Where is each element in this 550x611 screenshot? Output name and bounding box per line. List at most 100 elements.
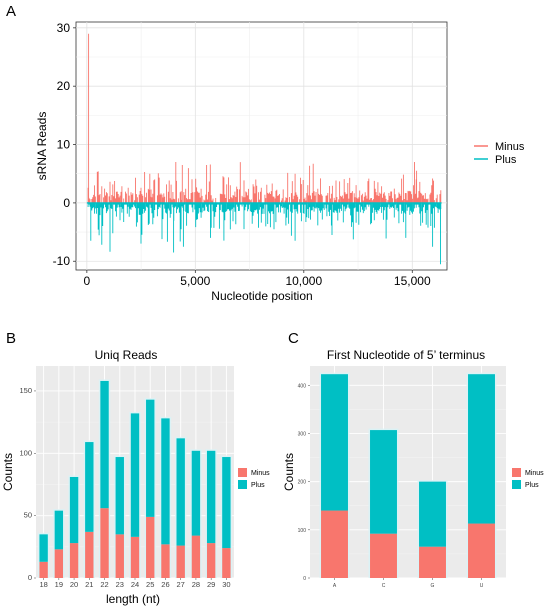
- bar-plus-A: [321, 374, 348, 511]
- legend-b-minus-label: Minus: [251, 470, 270, 477]
- tick-x-label: U: [480, 583, 484, 589]
- panel-c-plot: First Nucleotide of 5’ terminus 0 100 200 3…: [282, 348, 544, 589]
- legend-b-minus-key: [238, 468, 247, 477]
- bar-minus-20: [69, 543, 79, 578]
- tick-x-label: 28: [192, 580, 200, 589]
- panel-c-legend: Minus Plus: [512, 468, 544, 489]
- bar-plus-22: [100, 380, 109, 509]
- tick-a-y-label: -10: [53, 254, 71, 268]
- bar-minus-U: [468, 523, 495, 578]
- tick-x-label: 27: [177, 580, 185, 589]
- tick-x-label: 26: [161, 580, 169, 589]
- tick-y-label: 200: [298, 480, 307, 486]
- tick-a-y-label: 20: [57, 79, 71, 93]
- panel-c-ylabel: Counts: [282, 453, 296, 491]
- bar-minus-28: [191, 535, 201, 578]
- tick-y-label: 50: [24, 511, 32, 520]
- bar-plus-C: [370, 430, 397, 534]
- series-a-plus: [87, 202, 442, 265]
- bar-plus-25: [146, 399, 155, 517]
- legend-c-plus-key: [512, 480, 521, 489]
- panel-c-title: First Nucleotide of 5’ terminus: [327, 348, 485, 362]
- legend-b-plus-key: [238, 480, 247, 489]
- panel-b-ticks: 0 50 100 150 18 19 20 21 22 23 24 25 26 27 28 29 30: [19, 386, 230, 589]
- panel-a-frame: [75, 21, 448, 271]
- bar-minus-26: [161, 544, 170, 578]
- legend-c-plus-label: Plus: [525, 482, 539, 489]
- panel-c-bars: [319, 372, 497, 578]
- bar-minus-C: [370, 533, 397, 578]
- bar-plus-26: [161, 418, 170, 545]
- panel-b-bars: [37, 379, 233, 578]
- tick-a-x-label: 5,000: [180, 274, 210, 288]
- tick-y-label: 0: [303, 576, 306, 582]
- bar-minus-19: [54, 549, 64, 578]
- bar-minus-23: [115, 534, 124, 578]
- panel-a-ylabel: sRNA Reads: [35, 112, 49, 181]
- panel-b-plot: Uniq Reads 0 50 100 150 18 19 20 21 22 23 24 25 26 27…: [1, 348, 270, 606]
- series-a-minus: [87, 33, 442, 203]
- bar-plus-19: [54, 510, 64, 550]
- bar-plus-27: [176, 438, 185, 546]
- tick-x-label: C: [382, 583, 386, 589]
- panel-a-legend: Minus Plus: [474, 141, 525, 166]
- bar-plus-18: [39, 534, 48, 562]
- panel-b-title: Uniq Reads: [95, 348, 158, 362]
- tick-x-label: 29: [207, 580, 215, 589]
- bar-minus-27: [176, 545, 185, 578]
- tick-a-x-label: 10,000: [285, 274, 322, 288]
- panel-a-ticks: 30 20 10 0 -10 0 5,000 10,000 15,000: [53, 21, 431, 288]
- tick-x-label: 30: [222, 580, 230, 589]
- bar-plus-28: [191, 450, 201, 536]
- bar-minus-30: [222, 548, 231, 578]
- bar-plus-21: [85, 442, 94, 532]
- panel-label-b: B: [6, 330, 16, 347]
- tick-a-y-label: 10: [57, 138, 71, 152]
- bar-plus-24: [130, 413, 140, 537]
- tick-y-label: 100: [19, 448, 32, 457]
- panel-a-bars: [86, 33, 442, 265]
- bar-plus-U: [468, 374, 495, 524]
- bar-minus-29: [206, 543, 216, 578]
- panel-b-legend: Minus Plus: [238, 468, 270, 489]
- bar-minus-25: [146, 516, 155, 578]
- tick-a-y-label: 0: [63, 196, 70, 210]
- tick-a-x-label: 15,000: [394, 274, 431, 288]
- bar-plus-23: [115, 457, 124, 535]
- legend-b-plus-label: Plus: [251, 482, 265, 489]
- tick-x-label: 24: [131, 580, 139, 589]
- tick-x-label: 23: [116, 580, 124, 589]
- bar-minus-18: [39, 561, 48, 578]
- legend-a-minus-label: Minus: [495, 141, 525, 153]
- tick-y-label: 100: [298, 528, 307, 534]
- tick-a-x-label: 0: [84, 274, 91, 288]
- tick-y-label: 0: [28, 573, 32, 582]
- tick-x-label: 25: [146, 580, 154, 589]
- legend-c-minus-label: Minus: [525, 470, 544, 477]
- panel-label-a: A: [6, 3, 16, 20]
- panel-b-xlabel: length (nt): [106, 592, 160, 606]
- tick-x-label: 19: [55, 580, 63, 589]
- bar-minus-22: [100, 508, 109, 578]
- bar-plus-30: [222, 457, 231, 549]
- bar-minus-24: [130, 536, 140, 578]
- tick-y-label: 300: [298, 431, 307, 437]
- bar-plus-29: [206, 450, 216, 544]
- panel-b-ylabel: Counts: [1, 453, 15, 491]
- tick-a-y-label: 30: [57, 21, 71, 35]
- panel-c-ticks: 0 100 200 300 400 A C G U: [298, 383, 484, 589]
- tick-y-label: 150: [19, 386, 32, 395]
- bar-minus-A: [321, 510, 348, 578]
- tick-x-label: 18: [39, 580, 47, 589]
- panel-label-c: C: [288, 330, 299, 347]
- bar-minus-21: [85, 531, 94, 578]
- bar-plus-20: [69, 476, 79, 544]
- bar-minus-G: [419, 546, 446, 578]
- legend-c-minus-key: [512, 468, 521, 477]
- panel-a-xlabel: Nucleotide position: [211, 289, 312, 303]
- tick-x-label: G: [431, 583, 435, 589]
- legend-a-plus-label: Plus: [495, 154, 517, 166]
- bar-plus-G: [419, 481, 446, 547]
